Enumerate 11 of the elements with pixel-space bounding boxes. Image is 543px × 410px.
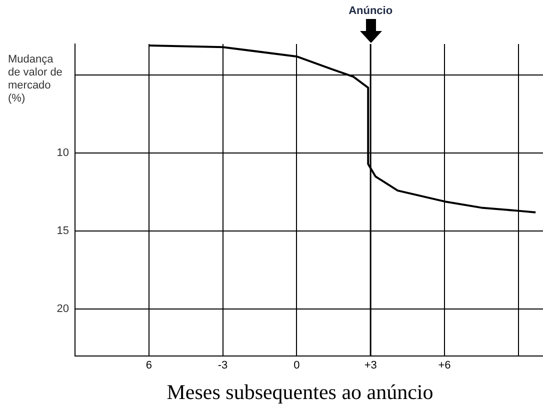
x-tick-label: -3	[218, 359, 228, 372]
y-axis-title: Mudança de valor de mercado (%)	[8, 54, 62, 105]
ref-line-label: Anúncio	[348, 5, 393, 18]
x-axis-title: Meses subsequentes ao anúncio	[166, 380, 434, 405]
x-tick-label: 6	[146, 359, 152, 372]
y-tick-label: 20	[56, 303, 69, 316]
y-tick-label: 10	[56, 147, 69, 160]
x-tick-label: +3	[364, 359, 377, 372]
y-tick-label: 15	[56, 225, 69, 238]
x-tick-label: +6	[438, 359, 451, 372]
x-tick-label: 0	[294, 359, 300, 372]
